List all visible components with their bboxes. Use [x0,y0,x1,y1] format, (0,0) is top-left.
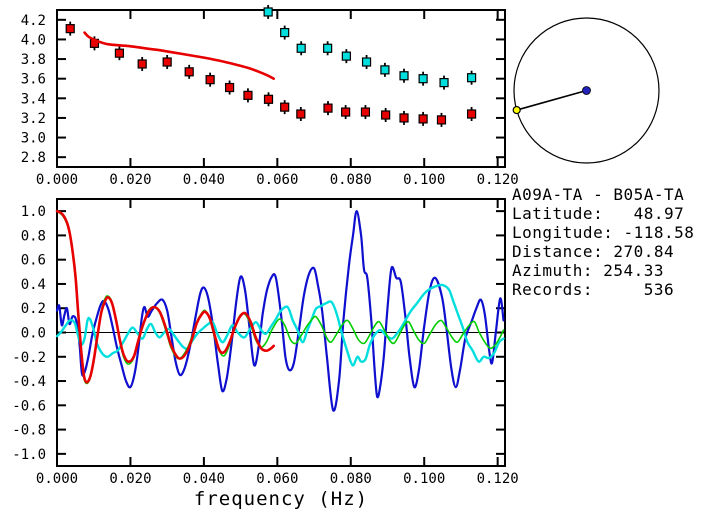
dispersion-y-tick-label: 2.8 [21,150,46,166]
data-point-square[interactable] [418,74,428,84]
cross-spectrum-x-tick-label: 0.080 [330,471,372,487]
cross-spectrum-x-tick-label: 0.120 [477,471,519,487]
data-point-square[interactable] [399,113,409,123]
data-point-square[interactable] [341,107,351,117]
cross-spectrum-x-tick-label: 0.000 [36,471,78,487]
cross-spectrum-y-tick-label: -0.2 [12,350,46,366]
data-point-square[interactable] [296,43,306,53]
dispersion-x-tick-label: 0.000 [36,172,78,188]
data-point-square[interactable] [114,48,125,58]
cross-spectrum-red-trace [55,209,275,384]
azimuth-line [516,89,587,111]
dispersion-x-tick-label: 0.040 [183,172,225,188]
cross-spectrum-y-tick-label: -0.4 [12,374,46,390]
dispersion-x-tick-label: 0.080 [330,172,372,188]
azimuth-diagram [512,17,660,164]
dispersion-x-tick-label: 0.100 [403,172,445,188]
cross-spectrum-y-tick-label: 0.8 [21,228,46,244]
dispersion-y-tick-label: 3.6 [21,72,46,88]
dispersion-y-tick-label: 4.2 [21,13,46,29]
cross-spectrum-blue-trace [55,210,505,412]
cross-spectrum-x-tick-label: 0.020 [109,471,151,487]
data-point-square[interactable] [162,57,172,67]
info-line-latitude: Latitude: 48.97 [512,204,685,223]
data-point-square[interactable] [323,103,333,113]
data-point-square[interactable] [280,102,290,112]
data-point-square[interactable] [296,109,306,119]
data-point-square[interactable] [280,27,290,38]
data-point-square[interactable] [466,73,477,83]
info-line-azimuth: Azimuth: 254.33 [512,261,664,280]
reference-station-dot [582,86,591,95]
data-point-square[interactable] [399,71,409,81]
cross-spectrum-y-tick-label: -1.0 [12,447,46,463]
dispersion-x-tick-label: 0.060 [256,172,298,188]
cross-spectrum-x-tick-label: 0.040 [183,471,225,487]
cross-spectrum-y-tick-label: -0.8 [12,423,46,439]
cross-spectrum-y-tick-label: 0.6 [21,253,46,269]
data-point-square[interactable] [341,51,351,61]
cross-spectrum-x-tick-label: 0.100 [403,471,445,487]
azimuth-circle [513,17,660,164]
cross-spectrum-y-tick-label: 0.2 [21,301,46,317]
data-point-square[interactable] [418,114,428,124]
station-info: A09A-TA - B05A-TA Latitude: 48.97 Longit… [512,185,694,299]
cross-spectrum-y-tick-label: 1.0 [21,204,46,220]
dispersion-plot: 0.000 0.020 0.040 0.060 0.080 0.100 0.120 2.8 3.… [21,4,519,188]
dispersion-y-tick-label: 4.0 [21,32,46,48]
cross-spectrum-y-tick-label: -0.6 [12,398,46,414]
x-axis-title: frequency (Hz) [193,488,369,510]
data-point-square[interactable] [65,24,75,34]
dispersion-axis-box [56,9,506,168]
dispersion-x-tick-label: 0.020 [109,172,151,188]
data-point-square[interactable] [436,115,447,125]
dispersion-y-tick-label: 3.0 [21,131,46,147]
data-point-square[interactable] [380,65,390,75]
data-point-square[interactable] [323,43,333,53]
dispersion-y-tick-label: 3.2 [21,111,46,127]
data-point-square[interactable] [381,110,391,120]
dispersion-red-squares [65,21,477,127]
info-line-records: Records: 536 [512,280,675,299]
cross-spectrum-x-tick-label: 0.060 [256,471,298,487]
dispersion-cyan-squares [263,4,477,90]
data-point-square[interactable] [184,67,194,77]
cross-spectrum-y-tick-label: 0.0 [21,326,46,342]
data-point-square[interactable] [466,109,477,119]
data-point-square[interactable] [205,75,215,85]
data-point-square[interactable] [137,59,147,69]
data-point-square[interactable] [263,94,274,104]
dispersion-x-tick-label: 0.120 [477,172,519,188]
cross-spectrum-plot: 0.000 0.020 0.040 0.060 0.080 0.100 0.120 1.0 0.… [12,198,519,487]
station-pair-label: A09A-TA - B05A-TA [512,185,685,204]
data-point-square[interactable] [263,7,273,17]
info-line-distance: Distance: 270.84 [512,242,675,261]
data-point-square[interactable] [224,82,235,93]
paired-station-dot [512,105,521,115]
dispersion-y-tick-label: 3.4 [21,91,46,107]
dispersion-reference-curve [83,31,275,80]
data-point-square[interactable] [361,57,372,67]
info-line-longitude: Longitude: -118.58 [512,223,695,242]
data-point-square[interactable] [439,78,449,88]
data-point-square[interactable] [360,107,371,117]
dispersion-y-tick-label: 3.8 [21,52,46,68]
data-point-square[interactable] [243,90,253,100]
cross-spectrum-y-tick-label: 0.4 [21,277,46,293]
cross-spectrum-cyan-trace [55,283,505,367]
